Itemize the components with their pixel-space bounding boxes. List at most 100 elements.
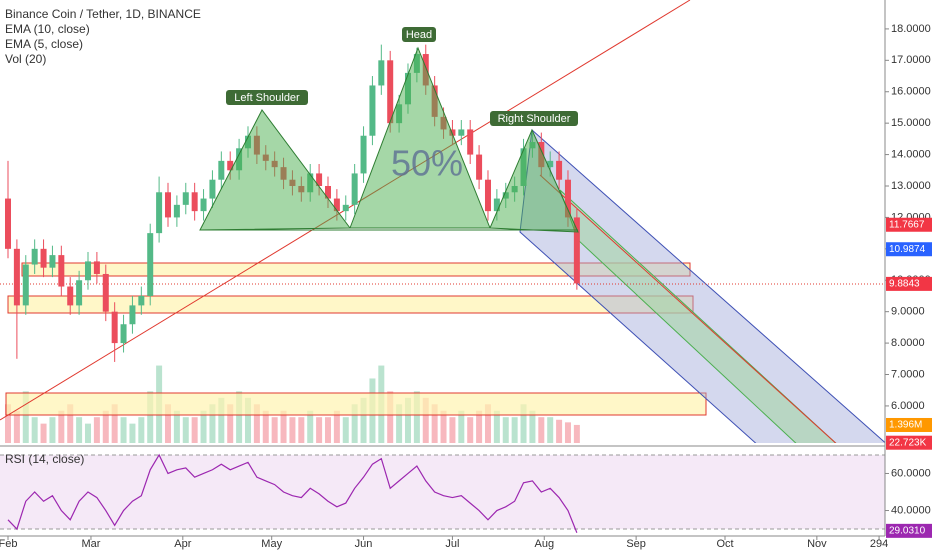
volume-bar: [404, 397, 411, 443]
volume-bar: [93, 417, 100, 443]
volume-bar: [4, 404, 11, 443]
volume-bar: [493, 410, 500, 443]
price-badge: [886, 276, 932, 291]
price-badge-label: 10.9874: [889, 244, 926, 255]
volume-bar: [298, 417, 305, 443]
x-tick-label: Jun: [355, 538, 373, 550]
volume-bar: [200, 410, 207, 443]
candle-body: [218, 160, 225, 180]
x-tick-label: Jul: [445, 538, 459, 550]
volume-bar: [280, 410, 287, 443]
volume-bar: [538, 417, 545, 443]
y-tick-label: 13.0000: [891, 180, 931, 192]
candle-body: [182, 192, 189, 205]
rsi-line: [7, 453, 578, 533]
rsi-band: [0, 454, 885, 530]
candle-body: [369, 85, 376, 136]
pattern: Left Shoulder Head Right Shoulder 50%: [199, 27, 579, 233]
candle-body: [67, 286, 74, 306]
candle-body: [556, 160, 563, 180]
volume-bar: [40, 423, 47, 443]
volume-bar: [236, 391, 243, 443]
x-tick-label: Oct: [716, 538, 733, 550]
median-line: [539, 174, 837, 443]
candle-body: [378, 60, 385, 86]
rsi-pane: [0, 453, 885, 533]
volume-bar: [502, 417, 509, 443]
volume-bar: [138, 417, 145, 443]
indicator: EMA (10, close): [5, 22, 90, 36]
volume-bar: [529, 410, 536, 443]
y-tick-label: 16.0000: [891, 86, 931, 98]
volume-bar: [191, 417, 198, 443]
candle-body: [4, 198, 11, 249]
candle-body: [547, 160, 554, 168]
candle-body: [573, 217, 580, 284]
volume-bar: [164, 404, 171, 443]
volume-bar: [262, 410, 269, 443]
candle-body: [58, 255, 65, 287]
candle-body: [147, 233, 154, 296]
volume-bar: [484, 404, 491, 443]
volume-bar: [556, 419, 563, 443]
y-tick-label: 8.0000: [891, 337, 925, 349]
candle-body: [93, 261, 100, 274]
x-tick-label: 294: [870, 538, 888, 550]
volume-bar: [467, 417, 474, 443]
y-tick-label: 6.0000: [891, 400, 925, 412]
volume-bar: [342, 417, 349, 443]
candle-body: [138, 295, 145, 306]
x-tick-label: Sep: [626, 538, 646, 550]
candle-body: [324, 185, 331, 199]
volume-bar: [84, 423, 91, 443]
rsi-tick-label: 60.0000: [891, 467, 931, 479]
y-tick-label: 9.0000: [891, 306, 925, 318]
left-shoulder-shape: [199, 109, 351, 231]
price-badge-label: 1.396M: [889, 420, 922, 431]
y-tick-label: 17.0000: [891, 54, 931, 66]
volume-bar: [289, 417, 296, 443]
indicator: Vol (20): [5, 52, 46, 66]
y-tick-label: 14.0000: [891, 148, 931, 160]
candle-body: [102, 273, 109, 312]
candle-body: [120, 324, 127, 344]
candle-body: [360, 135, 367, 174]
candle-body: [191, 192, 198, 212]
candle-body: [458, 129, 465, 136]
zone: [5, 392, 707, 416]
volume-pane: [4, 365, 580, 443]
volume-bar: [67, 404, 74, 443]
volume-bar: [271, 417, 278, 443]
price-badge: [886, 417, 932, 432]
candle-body: [111, 311, 118, 344]
volume-bar: [244, 397, 251, 443]
volume-bar: [31, 417, 38, 443]
x-tick-label: Nov: [807, 538, 827, 550]
volume-bar: [102, 410, 109, 443]
chart-title: Binance Coin / Tether, 1D, BINANCE: [5, 7, 201, 21]
annotation: Right Shoulder: [498, 113, 571, 125]
volume-bar: [307, 410, 314, 443]
price-badge: [886, 523, 932, 538]
volume-bar: [360, 397, 367, 443]
volume-bar: [253, 404, 260, 443]
volume-bar: [387, 391, 394, 443]
y-tick-label: 18.0000: [891, 23, 931, 35]
volume-bar: [573, 424, 580, 443]
volume-bar: [58, 410, 65, 443]
candle-body: [40, 248, 47, 268]
annotation: 50%: [391, 143, 463, 184]
x-tick-label: Mar: [81, 538, 100, 550]
volume-bar: [351, 404, 358, 443]
candle-body: [200, 198, 207, 212]
candle-body: [173, 204, 180, 218]
price-badge: [886, 217, 932, 232]
volume-bar: [396, 404, 403, 443]
y-tick-label: 15.0000: [891, 117, 931, 129]
candle-body: [351, 173, 358, 205]
indicator: EMA (5, close): [5, 37, 83, 51]
volume-bar: [182, 417, 189, 443]
candle-body: [342, 204, 349, 212]
label-box: [490, 111, 578, 126]
